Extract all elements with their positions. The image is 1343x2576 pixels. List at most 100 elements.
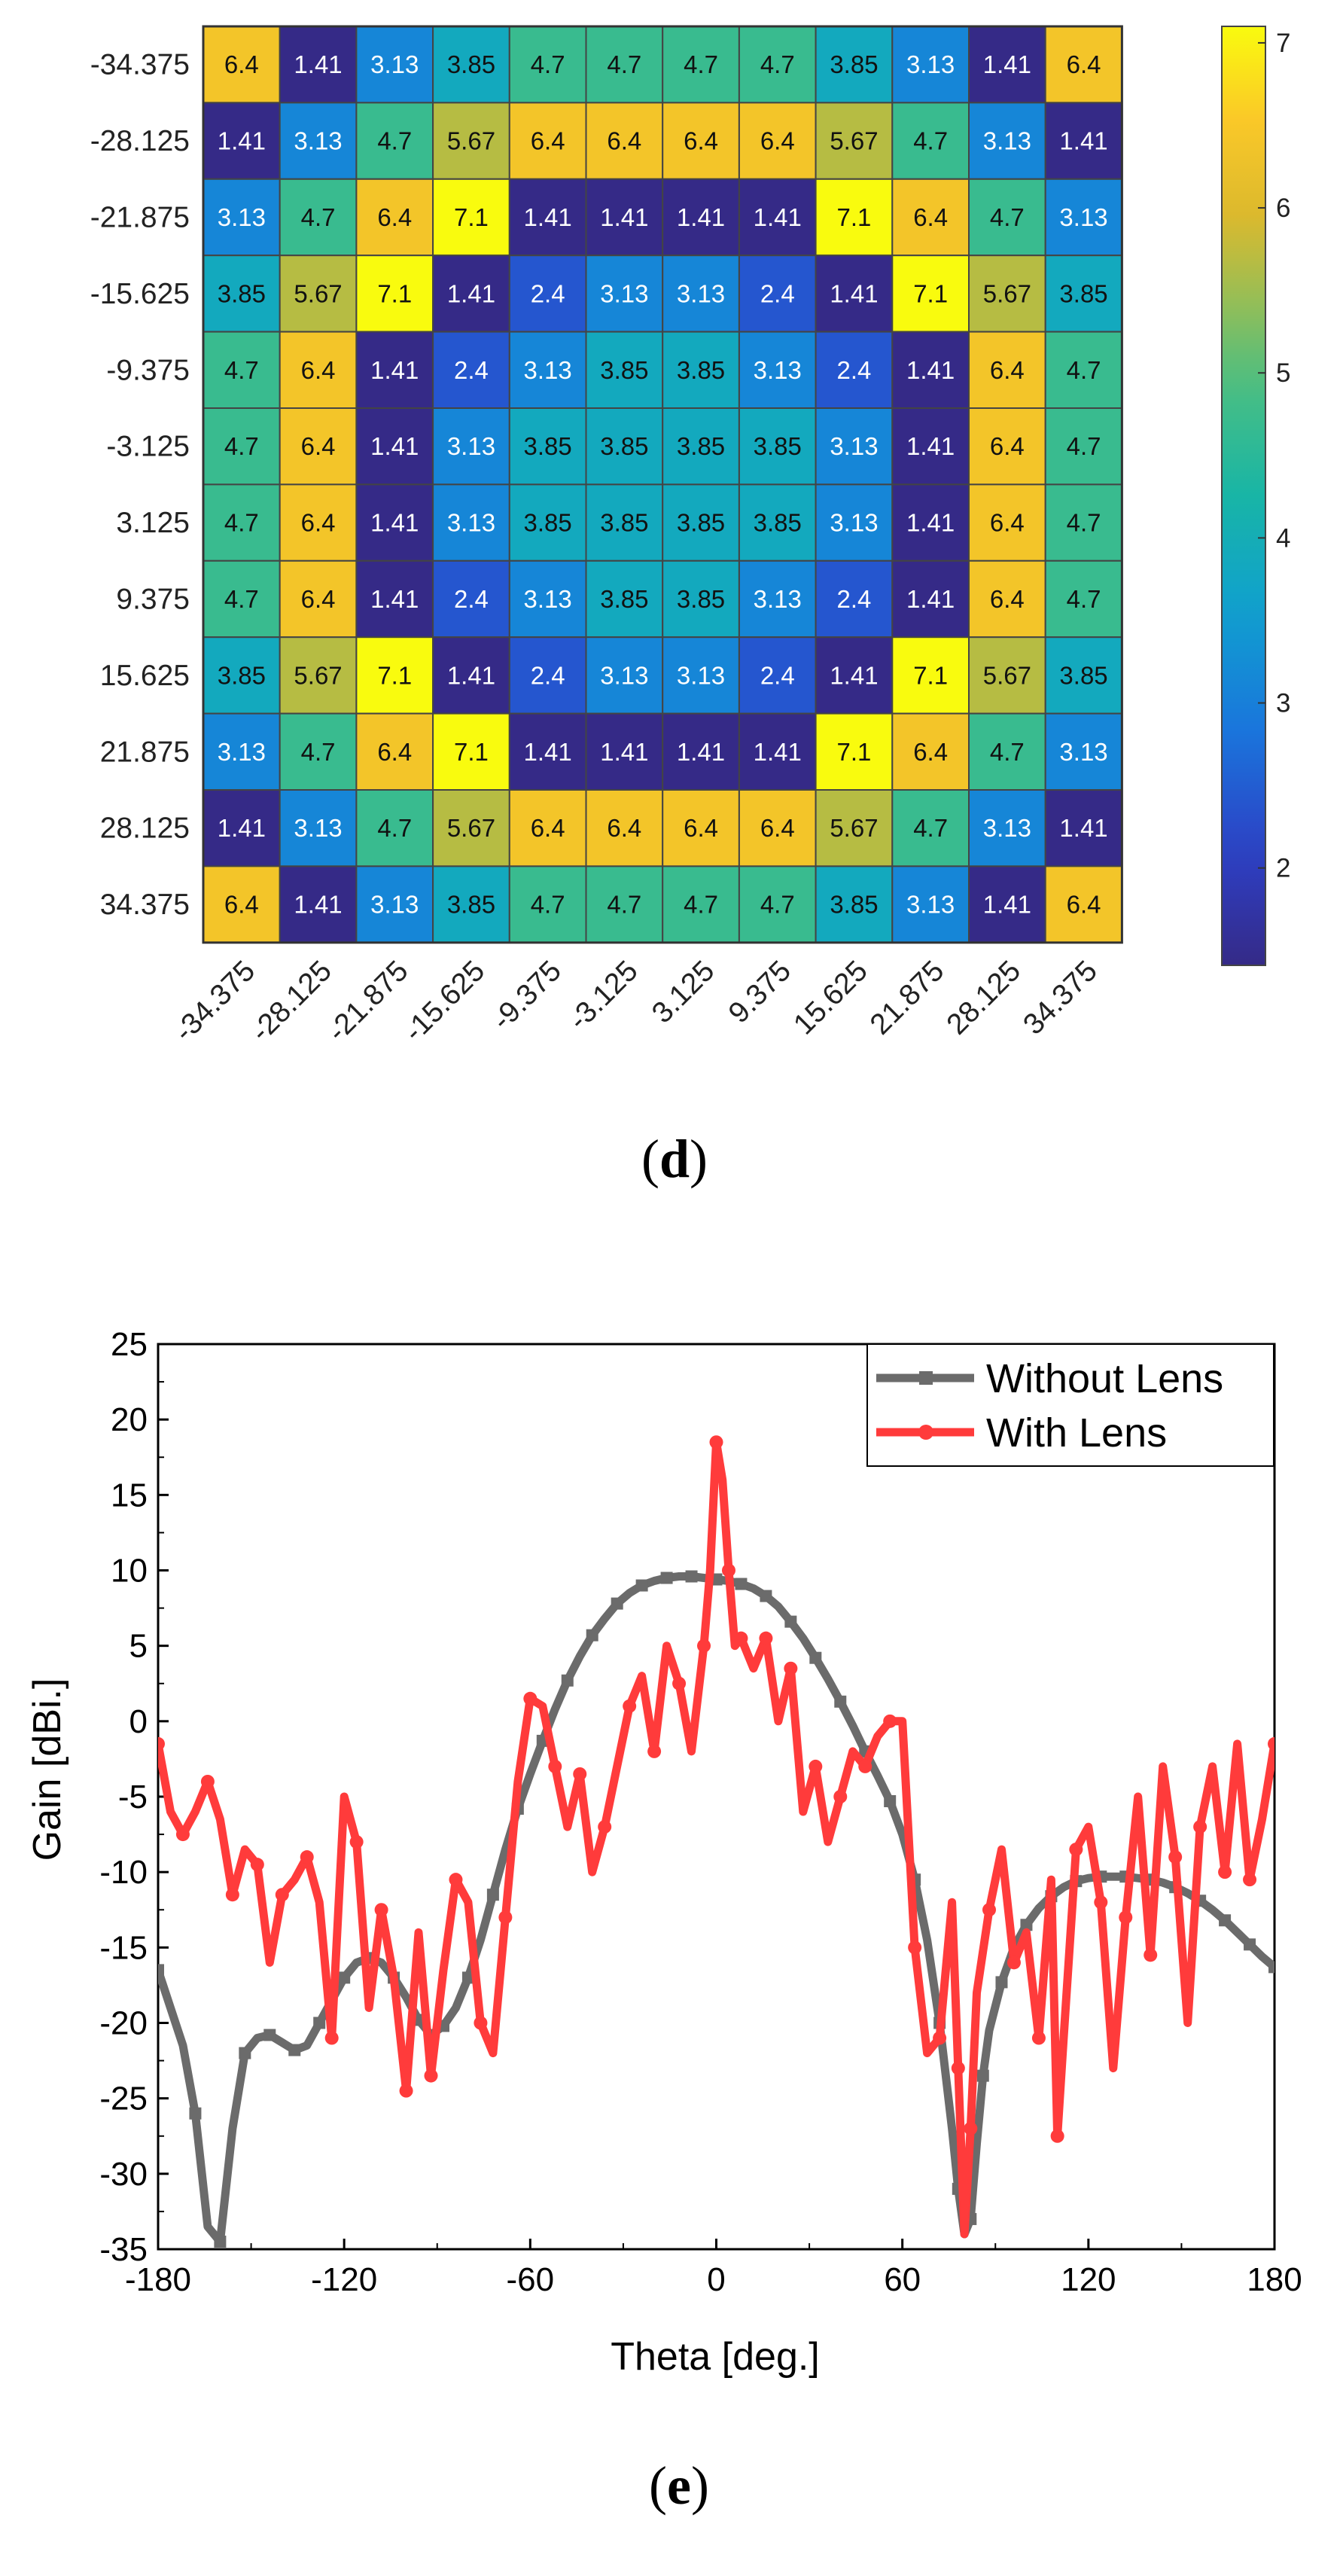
data-point xyxy=(313,2017,326,2029)
heatmap-cell xyxy=(279,636,358,715)
data-point xyxy=(884,1795,897,1808)
y-tick-label: 25 xyxy=(111,1326,148,1363)
heatmap-cell-value: 6.4 xyxy=(301,509,336,537)
heatmap-column-label: 34.375 xyxy=(1017,955,1104,1041)
data-point xyxy=(263,2029,276,2041)
heatmap-cell xyxy=(815,407,894,486)
heatmap-cell xyxy=(585,407,664,486)
heatmap-row-label: 21.875 xyxy=(100,736,190,768)
data-point xyxy=(1069,1843,1083,1857)
heatmap-cell xyxy=(355,559,434,639)
data-point xyxy=(548,1759,562,1773)
heatmap-cell xyxy=(1044,483,1123,562)
heatmap-cell xyxy=(968,102,1046,180)
heatmap-cell-value: 3.85 xyxy=(524,432,572,460)
y-tick-label: 0 xyxy=(129,1703,148,1740)
colorbar-tick-label: 5 xyxy=(1276,358,1290,388)
heatmap-cell xyxy=(432,789,510,867)
heatmap-cell-value: 3.13 xyxy=(677,661,725,689)
heatmap-cell-value: 1.41 xyxy=(754,738,802,766)
heatmap-column-label: -21.875 xyxy=(321,955,415,1048)
heatmap-cell-value: 1.41 xyxy=(600,203,648,231)
heatmap-cell-value: 3.85 xyxy=(754,432,802,460)
heatmap-cell xyxy=(662,331,740,410)
heatmap-cell xyxy=(508,483,587,562)
series-line-without-lens xyxy=(158,1572,1274,2246)
heatmap-cell-value: 1.41 xyxy=(906,585,955,613)
colorbar-tick-label: 6 xyxy=(1276,194,1290,223)
heatmap-cell xyxy=(203,331,281,410)
data-point xyxy=(697,1639,711,1653)
data-point xyxy=(239,2047,251,2059)
heatmap-cell xyxy=(662,636,740,715)
x-tick-label: 180 xyxy=(1247,2261,1302,2298)
heatmap-cell xyxy=(662,712,740,791)
legend: Without Lens With Lens xyxy=(866,1343,1274,1467)
heatmap-cell-value: 2.4 xyxy=(837,585,872,613)
data-point xyxy=(709,1435,723,1450)
heatmap-cell xyxy=(355,865,434,944)
heatmap-cell xyxy=(203,26,281,104)
heatmap-cell xyxy=(662,483,740,562)
heatmap-cell-value: 1.41 xyxy=(294,891,342,919)
heatmap-cell-value: 3.13 xyxy=(1059,203,1107,231)
data-point xyxy=(735,1578,748,1590)
heatmap-cell-value: 6.4 xyxy=(913,203,948,231)
heatmap-cell-value: 1.41 xyxy=(983,50,1031,78)
heatmap-cell-value: 7.1 xyxy=(377,279,412,307)
heatmap-cell xyxy=(508,331,587,410)
heatmap-cell-value: 6.4 xyxy=(301,585,336,613)
heatmap-row-label: -3.125 xyxy=(106,431,190,463)
heatmap-cell xyxy=(585,789,664,867)
heatmap-cell-value: 1.41 xyxy=(294,50,342,78)
data-point xyxy=(685,1570,698,1583)
heatmap-cell-value: 6.4 xyxy=(913,738,948,766)
heatmap-cell xyxy=(1044,712,1123,791)
heatmap-cell-value: 3.13 xyxy=(983,814,1031,842)
heatmap-cell-value: 1.41 xyxy=(1059,127,1107,155)
heatmap-cell-value: 3.85 xyxy=(1059,279,1107,307)
heatmap-cell-value: 4.7 xyxy=(913,127,948,155)
y-tick-label: -5 xyxy=(118,1779,148,1815)
heatmap-cell xyxy=(662,559,740,639)
heatmap-cell xyxy=(662,102,740,180)
heatmap-cell-value: 1.41 xyxy=(370,356,419,384)
heatmap-cell xyxy=(432,636,510,715)
heatmap-cell-value: 3.85 xyxy=(524,509,572,537)
heatmap-cell xyxy=(815,255,894,333)
heatmap-row-label: -15.625 xyxy=(90,278,190,310)
data-point xyxy=(486,1889,499,1901)
data-point xyxy=(809,1651,822,1664)
heatmap-cell-value: 3.85 xyxy=(600,432,648,460)
heatmap-column-label: -34.375 xyxy=(168,955,261,1048)
heatmap-cell-value: 3.85 xyxy=(600,509,648,537)
heatmap-cell xyxy=(738,26,817,104)
heatmap-cell-value: 7.1 xyxy=(913,661,948,689)
heatmap-cell-value: 3.13 xyxy=(830,509,878,537)
heatmap-cell-value: 6.4 xyxy=(990,432,1025,460)
heatmap-column-label: 21.875 xyxy=(864,955,951,1041)
heatmap-cell-value: 3.85 xyxy=(447,50,495,78)
data-point xyxy=(1218,1865,1232,1879)
heatmap-row-label: 3.125 xyxy=(116,507,190,539)
heatmap-cell-value: 4.7 xyxy=(913,814,948,842)
heatmap-cell-value: 3.13 xyxy=(600,279,648,307)
heatmap-column-label: 28.125 xyxy=(940,955,1027,1041)
heatmap-frame xyxy=(202,25,1123,944)
heatmap-cell-value: 1.41 xyxy=(370,509,419,537)
heatmap-cell-value: 3.85 xyxy=(218,661,266,689)
heatmap-cell-value: 5.67 xyxy=(983,661,1031,689)
legend-label: Without Lens xyxy=(986,1356,1223,1401)
heatmap-cell-value: 4.7 xyxy=(377,127,412,155)
heatmap-cell xyxy=(891,865,970,944)
heatmap-cell-value: 4.7 xyxy=(1067,509,1101,537)
heatmap-cell xyxy=(1044,255,1123,333)
heatmap-cell-value: 1.41 xyxy=(524,738,572,766)
legend-label: With Lens xyxy=(986,1410,1167,1456)
heatmap-cell-value: 1.41 xyxy=(218,127,266,155)
heatmap-cell xyxy=(279,712,358,791)
data-point xyxy=(858,1759,872,1773)
colorbar-tick-label: 3 xyxy=(1276,689,1290,718)
heatmap-cell xyxy=(432,712,510,791)
heatmap-cell xyxy=(279,102,358,180)
